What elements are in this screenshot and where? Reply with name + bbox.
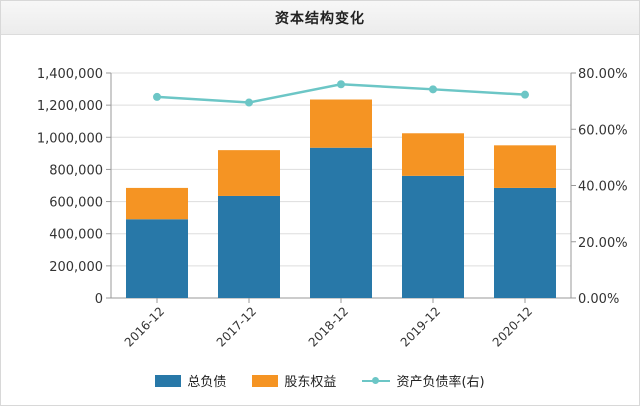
bar-debt: [126, 219, 188, 298]
bars: [126, 99, 556, 298]
ratio-point: [153, 92, 161, 101]
ratio-point: [521, 90, 529, 99]
x-tick-label: 2016-12: [122, 304, 167, 349]
x-tick-label: 2020-12: [490, 304, 535, 349]
y-right-tick-label: 80.00%: [578, 67, 628, 82]
y-left-tick-label: 400,000: [49, 228, 103, 243]
legend-label-equity: 股东权益: [284, 375, 337, 390]
bar-debt: [494, 187, 556, 298]
legend-swatch-equity: [252, 374, 279, 387]
bar-equity: [402, 133, 464, 176]
legend-item-ratio[interactable]: 资产负债率(右): [362, 371, 485, 390]
x-tick-label: 2018-12: [306, 304, 351, 349]
y-left-tick-label: 200,000: [49, 260, 103, 275]
bar-debt: [310, 147, 372, 298]
bar-equity: [218, 150, 280, 196]
legend-swatch-ratio: [362, 375, 391, 387]
y-left-tick-label: 800,000: [49, 163, 103, 178]
y-left-tick-label: 600,000: [49, 196, 103, 211]
bar-equity: [310, 99, 372, 148]
ratio-line: [153, 80, 529, 107]
y-right-tick-label: 60.00%: [578, 123, 628, 138]
ratio-point: [245, 98, 253, 107]
y-right-tick-label: 20.00%: [578, 236, 628, 251]
legend-item-debt[interactable]: 总负债: [155, 371, 226, 390]
y-left-tick-label: 1,200,000: [37, 99, 103, 114]
ratio-point: [337, 80, 345, 89]
x-tick-label: 2019-12: [398, 304, 443, 349]
bar-debt: [218, 195, 280, 298]
legend-item-equity[interactable]: 股东权益: [252, 371, 336, 390]
y-right-tick-label: 0.00%: [578, 292, 619, 307]
chart-title: 资本结构变化: [275, 10, 365, 27]
y-left-tick-label: 0: [95, 292, 103, 307]
y-left-tick-label: 1,400,000: [37, 67, 103, 82]
legend-swatch-debt: [155, 374, 182, 387]
bar-equity: [494, 145, 556, 188]
legend-label-debt: 总负债: [187, 375, 227, 390]
chart-title-bar: 资本结构变化: [1, 1, 639, 35]
x-tick-label: 2017-12: [214, 304, 259, 349]
bar-debt: [402, 175, 464, 298]
legend: 总负债 股东权益 资产负债率(右): [1, 371, 639, 390]
y-left-tick-label: 1,000,000: [37, 131, 103, 146]
y-right-tick-label: 40.00%: [578, 180, 628, 195]
ratio-point: [429, 85, 437, 94]
bar-equity: [126, 187, 188, 220]
legend-label-ratio: 资产负债率(右): [396, 375, 485, 390]
